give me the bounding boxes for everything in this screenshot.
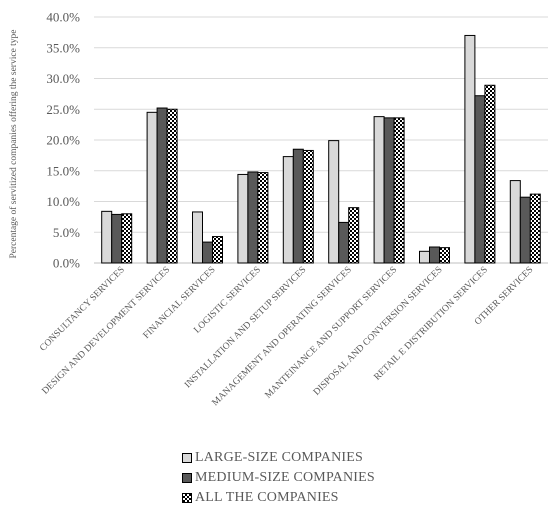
legend-swatch-medium <box>182 473 192 483</box>
legend-item-large: LARGE-SIZE COMPANIES <box>182 448 375 468</box>
y-tick-label: 35.0% <box>46 40 80 55</box>
bar-medium-size-companies-7 <box>429 246 440 264</box>
bar-all-the-companies-3 <box>257 172 269 264</box>
y-tick-label: 30.0% <box>46 71 80 86</box>
bar-medium-size-companies-5 <box>338 221 350 264</box>
bar-all-the-companies-5 <box>348 207 360 264</box>
bar-large-size-companies-6 <box>373 116 385 264</box>
bars <box>101 34 541 264</box>
legend-label-large: LARGE-SIZE COMPANIES <box>195 450 363 465</box>
bar-large-size-companies-4 <box>282 156 294 264</box>
legend-label-medium: MEDIUM-SIZE COMPANIES <box>195 470 375 485</box>
bar-medium-size-companies-1 <box>156 107 168 264</box>
category-label: CONSULTANCY SERVICES <box>38 265 127 354</box>
y-axis-ticks: 0.0% 5.0% 10.0% 15.0% 20.0% 25.0% 30.0% 35.0% 40… <box>46 10 80 271</box>
y-tick-label: 40.0% <box>46 10 80 25</box>
bar-all-the-companies-7 <box>439 247 450 264</box>
bar-all-the-companies-4 <box>302 149 314 264</box>
bar-all-the-companies-9 <box>529 193 541 264</box>
bar-all-the-companies-8 <box>484 84 496 264</box>
bar-medium-size-companies-4 <box>292 148 304 264</box>
bar-large-size-companies-5 <box>328 140 340 264</box>
y-tick-label: 20.0% <box>46 133 80 148</box>
bar-medium-size-companies-0 <box>111 213 123 264</box>
legend-item-medium: MEDIUM-SIZE COMPANIES <box>182 468 375 488</box>
legend-item-all: ALL THE COMPANIES <box>182 488 375 508</box>
legend-swatch-large <box>182 453 192 463</box>
bar-all-the-companies-2 <box>212 236 223 264</box>
bar-large-size-companies-7 <box>419 250 430 264</box>
bar-medium-size-companies-6 <box>383 117 395 264</box>
bar-medium-size-companies-9 <box>519 196 531 264</box>
bar-large-size-companies-1 <box>146 111 158 264</box>
bar-large-size-companies-9 <box>509 180 521 264</box>
y-tick-label: 15.0% <box>46 163 80 178</box>
bar-large-size-companies-3 <box>237 173 249 264</box>
y-axis-label: Percentage of servitized companies offer… <box>8 29 19 258</box>
y-tick-label: 10.0% <box>46 194 80 209</box>
bar-medium-size-companies-3 <box>247 171 259 264</box>
y-tick-label: 25.0% <box>46 102 80 117</box>
bar-medium-size-companies-8 <box>474 95 486 264</box>
legend-swatch-all <box>182 493 192 503</box>
legend: LARGE-SIZE COMPANIES MEDIUM-SIZE COMPANI… <box>182 448 375 508</box>
bar-large-size-companies-0 <box>101 210 113 264</box>
bar-all-the-companies-6 <box>393 117 405 264</box>
bar-all-the-companies-0 <box>121 213 133 264</box>
bar-all-the-companies-1 <box>166 108 178 264</box>
y-tick-label: 5.0% <box>53 225 80 240</box>
y-tick-label: 0.0% <box>53 256 80 271</box>
bar-large-size-companies-2 <box>192 211 203 264</box>
legend-label-all: ALL THE COMPANIES <box>195 490 339 505</box>
bar-medium-size-companies-2 <box>202 241 213 264</box>
bar-large-size-companies-8 <box>464 34 476 264</box>
